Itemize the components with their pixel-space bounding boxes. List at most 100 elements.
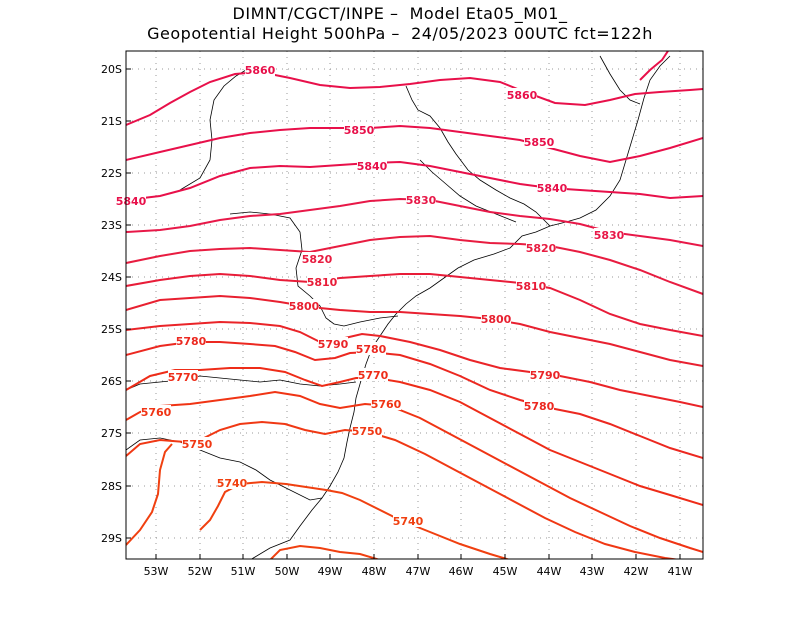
contour-label: 5830 bbox=[594, 228, 625, 242]
contour-label: 5840 bbox=[357, 159, 388, 173]
lat-tick-label: 23S bbox=[101, 219, 122, 232]
contour-label: 5830 bbox=[406, 193, 437, 207]
contour-label: 5750 bbox=[182, 437, 213, 451]
contour-label: 5800 bbox=[289, 299, 320, 313]
contour-5860-line bbox=[126, 70, 703, 126]
svg-text:5830: 5830 bbox=[406, 194, 437, 207]
svg-text:5750: 5750 bbox=[352, 425, 383, 438]
lon-axis: 53W 52W 51W 50W 49W 48W 47W 46W 45W 44W … bbox=[144, 554, 693, 578]
contour-5850-line bbox=[126, 124, 703, 164]
contour-5740-line bbox=[269, 544, 381, 559]
svg-text:5860: 5860 bbox=[245, 64, 276, 77]
contour-label: 5760 bbox=[141, 405, 172, 419]
contour-label: 5790 bbox=[318, 337, 349, 351]
contour-5840-line bbox=[126, 160, 703, 201]
lon-tick-label: 41W bbox=[668, 565, 693, 578]
svg-text:5820: 5820 bbox=[526, 242, 557, 255]
chart-title-line-1: DIMNT/CGCT/INPE – Model Eta05_M01_ bbox=[232, 4, 568, 23]
contour-label: 5850 bbox=[344, 123, 375, 137]
lon-tick-label: 49W bbox=[318, 565, 343, 578]
svg-text:5860: 5860 bbox=[507, 89, 538, 102]
map-frame bbox=[125, 50, 704, 560]
contour-label: 5840 bbox=[537, 181, 568, 195]
contour-label: 5760 bbox=[371, 397, 402, 411]
contour-label: 5820 bbox=[302, 252, 333, 266]
contour-5810-line bbox=[126, 272, 703, 337]
svg-text:5840: 5840 bbox=[537, 182, 568, 195]
contour-label: 5860 bbox=[507, 88, 538, 102]
contour-label: 5780 bbox=[524, 399, 555, 413]
lat-tick-label: 28S bbox=[101, 480, 122, 493]
contour-5740-line bbox=[126, 443, 173, 546]
contour-label: 5820 bbox=[526, 241, 557, 255]
contour-5740-line bbox=[199, 480, 511, 559]
state-border bbox=[405, 85, 551, 227]
contour-label: 5800 bbox=[481, 312, 512, 326]
state-border bbox=[419, 159, 517, 223]
lat-tick-label: 29S bbox=[101, 532, 122, 545]
svg-text:5800: 5800 bbox=[289, 300, 320, 313]
svg-text:5790: 5790 bbox=[530, 369, 561, 382]
contour-5860-line bbox=[639, 51, 669, 81]
state-border bbox=[126, 375, 357, 391]
svg-text:5780: 5780 bbox=[176, 335, 207, 348]
contour-5820-line bbox=[126, 234, 703, 295]
lon-tick-label: 50W bbox=[275, 565, 300, 578]
lat-tick-label: 25S bbox=[101, 323, 122, 336]
contour-label: 5850 bbox=[524, 135, 555, 149]
lat-axis: 20S 21S 22S 23S 24S 25S 26S 27S 28S 29S bbox=[101, 63, 131, 545]
lat-tick-label: 22S bbox=[101, 167, 122, 180]
contour-5790-line bbox=[126, 320, 703, 408]
svg-text:5780: 5780 bbox=[524, 400, 555, 413]
contour-label: 5740 bbox=[217, 476, 248, 490]
contour-label: 5780 bbox=[176, 334, 207, 348]
contour-5800-line bbox=[126, 294, 703, 367]
contour-lines bbox=[126, 51, 703, 559]
state-border bbox=[126, 437, 323, 501]
contour-label: 5790 bbox=[530, 368, 561, 382]
contour-label: 5750 bbox=[352, 424, 383, 438]
lat-tick-label: 26S bbox=[101, 375, 122, 388]
contour-label: 5780 bbox=[356, 342, 387, 356]
lon-tick-label: 46W bbox=[449, 565, 474, 578]
lon-tick-label: 43W bbox=[580, 565, 605, 578]
contour-label: 5770 bbox=[358, 368, 389, 382]
svg-text:5760: 5760 bbox=[141, 406, 172, 419]
svg-text:5840: 5840 bbox=[116, 195, 147, 208]
lon-tick-label: 47W bbox=[406, 565, 431, 578]
state-border bbox=[179, 63, 257, 191]
svg-text:5820: 5820 bbox=[302, 253, 333, 266]
lon-tick-label: 52W bbox=[188, 565, 213, 578]
coastline-borders bbox=[126, 55, 671, 559]
state-border bbox=[599, 55, 641, 105]
contour-label: 5770 bbox=[168, 370, 199, 384]
svg-text:5740: 5740 bbox=[393, 515, 424, 528]
lon-tick-label: 48W bbox=[362, 565, 387, 578]
contour-label: 5860 bbox=[245, 63, 276, 77]
lon-tick-label: 53W bbox=[144, 565, 169, 578]
lon-tick-label: 51W bbox=[231, 565, 256, 578]
contour-5760-line bbox=[126, 390, 703, 553]
contour-label: 5840 bbox=[116, 194, 147, 208]
svg-text:5850: 5850 bbox=[524, 136, 555, 149]
contour-label: 5810 bbox=[516, 279, 547, 293]
contour-label: 5740 bbox=[393, 514, 424, 528]
lat-tick-label: 24S bbox=[101, 271, 122, 284]
svg-text:5760: 5760 bbox=[371, 398, 402, 411]
svg-text:5790: 5790 bbox=[318, 338, 349, 351]
svg-text:5770: 5770 bbox=[168, 371, 199, 384]
svg-text:5770: 5770 bbox=[358, 369, 389, 382]
svg-text:5850: 5850 bbox=[344, 124, 375, 137]
lon-tick-label: 42W bbox=[624, 565, 649, 578]
svg-text:5810: 5810 bbox=[516, 280, 547, 293]
contour-label: 5810 bbox=[307, 275, 338, 289]
contour-labels: 5860 5860 5850 5850 5840 5840 5840 5830 … bbox=[116, 63, 625, 528]
lon-tick-label: 44W bbox=[537, 565, 562, 578]
lon-tick-label: 45W bbox=[493, 565, 518, 578]
svg-text:5840: 5840 bbox=[357, 160, 388, 173]
state-border bbox=[229, 211, 399, 327]
svg-text:5830: 5830 bbox=[594, 229, 625, 242]
svg-text:5780: 5780 bbox=[356, 343, 387, 356]
svg-text:5750: 5750 bbox=[182, 438, 213, 451]
